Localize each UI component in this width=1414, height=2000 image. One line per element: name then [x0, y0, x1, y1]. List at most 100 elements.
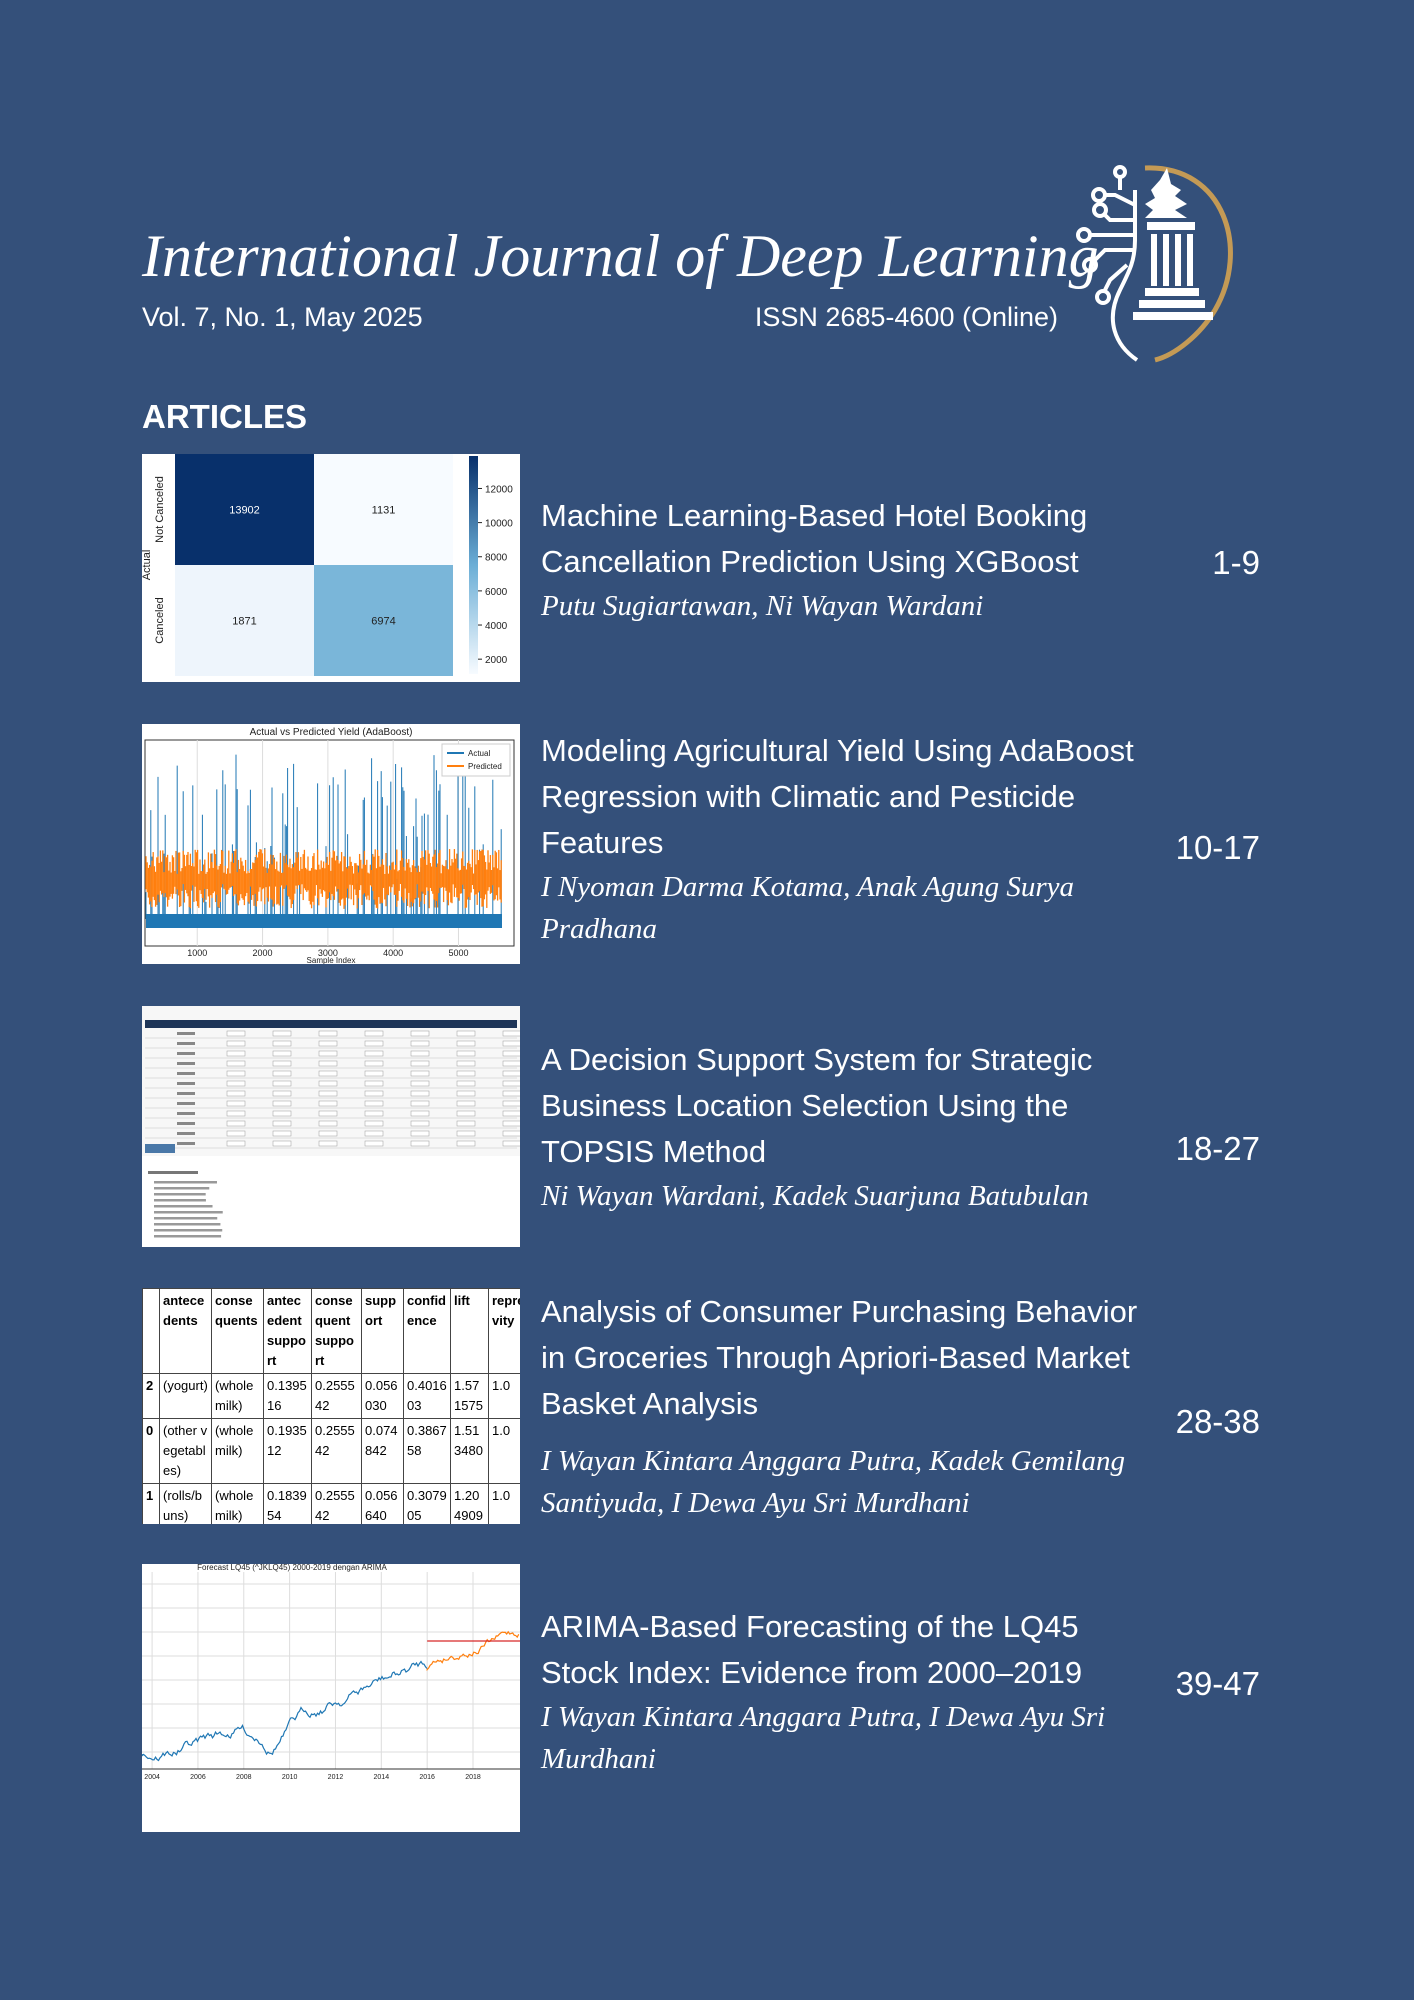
- input-cell: [502, 1100, 520, 1107]
- input-cell: [318, 1080, 338, 1087]
- table-cell: 0.074842: [361, 1418, 404, 1484]
- ranking-line: [154, 1235, 222, 1238]
- input-cell: [502, 1050, 520, 1057]
- input-cell: [318, 1100, 338, 1107]
- input-cell: [502, 1060, 520, 1067]
- colorbar-tick-label: 4000: [485, 621, 508, 632]
- article-text: Machine Learning-Based Hotel Booking Can…: [541, 493, 1146, 627]
- input-cell: [456, 1060, 476, 1067]
- article-pages: 28-38: [1175, 1403, 1260, 1440]
- input-cell: [272, 1040, 292, 1047]
- input-cell: [318, 1140, 338, 1147]
- header-row: antecedents consequents antecedent support…: [142, 1288, 520, 1374]
- column-header: lift: [450, 1288, 489, 1374]
- input-cell: [502, 1140, 520, 1147]
- input-cell: [502, 1110, 520, 1117]
- row-name: [177, 1072, 195, 1075]
- article-authors: I Nyoman Darma Kotama, Anak Agung Surya …: [541, 871, 1074, 945]
- column-header: consequents: [211, 1288, 264, 1374]
- x-tick-label: 2008: [236, 1774, 252, 1781]
- input-cell: [410, 1140, 430, 1147]
- article-pages: 10-17: [1175, 829, 1260, 866]
- input-cell: [272, 1100, 292, 1107]
- input-cell: [364, 1110, 384, 1117]
- ranking-line: [154, 1199, 206, 1202]
- input-cell: [410, 1080, 430, 1087]
- row-label: Canceled: [154, 597, 166, 643]
- row-index: 1: [142, 1483, 160, 1524]
- heatmap-cell: [314, 454, 453, 565]
- table-cell: (whole milk): [211, 1483, 264, 1524]
- article-authors: Putu Sugiartawan, Ni Wayan Wardani: [541, 590, 984, 622]
- row-name: [177, 1112, 195, 1115]
- thumbnail-image: Forecast LQ45 (^JKLQ45) 2000-2019 dengan…: [142, 1564, 520, 1781]
- thumbnail-image: 13902 1131 1871 6974 Not Canceled Canceled Act…: [142, 454, 513, 676]
- table-header: [145, 1020, 517, 1028]
- input-cell: [226, 1050, 246, 1057]
- actual-line: [426, 1630, 520, 1672]
- table-cell: 0.401603: [403, 1373, 451, 1419]
- volume: Vol. 7, No. 1, May 2025: [142, 302, 423, 332]
- row-name: [177, 1032, 195, 1035]
- input-cell: [364, 1100, 384, 1107]
- article-text: A Decision Support System for Strategic …: [541, 1037, 1146, 1217]
- article-title: ARIMA-Based Forecasting of the LQ45 Stoc…: [541, 1609, 1083, 1690]
- heatmap-cell: [175, 454, 314, 565]
- input-cell: [410, 1130, 430, 1137]
- table-row: 2 (yogurt) (whole milk) 0.139516 0.255542 0.0…: [142, 1373, 520, 1419]
- table-row: 1 (rolls/buns) (whole milk) 0.183954 0.25554…: [142, 1483, 520, 1524]
- article-thumbnail: Forecast LQ45 (^JKLQ45) 2000-2019 dengan…: [142, 1564, 520, 1832]
- ranking-heading: [148, 1171, 198, 1174]
- column-header: antecedent support: [263, 1288, 312, 1374]
- table-cell: 0.386758: [403, 1418, 451, 1484]
- input-cell: [226, 1070, 246, 1077]
- article-title: Analysis of Consumer Purchasing Behavior…: [541, 1294, 1138, 1421]
- article-pages: 1-9: [1212, 544, 1260, 581]
- column-header: consequent support: [311, 1288, 362, 1374]
- ranking-line: [154, 1217, 218, 1220]
- row-name: [177, 1092, 195, 1095]
- table-cell: (whole milk): [211, 1373, 264, 1419]
- table-cell: (other vegetables): [159, 1418, 212, 1484]
- thumbnail-image: [142, 1006, 520, 1238]
- table-cell: 0.255542: [311, 1483, 362, 1524]
- row-name: [177, 1142, 195, 1145]
- journal-title: International Journal of Deep Learning: [142, 223, 1099, 289]
- input-cell: [364, 1080, 384, 1087]
- row-name: [177, 1132, 195, 1135]
- input-cell: [226, 1060, 246, 1067]
- article-authors: I Wayan Kintara Anggara Putra, Kadek Gem…: [541, 1445, 1126, 1519]
- input-cell: [318, 1030, 338, 1037]
- thumbnail-image: Actual vs Predicted Yield (AdaBoost) 1000…: [144, 727, 515, 964]
- colorbar-tick-label: 6000: [485, 587, 508, 598]
- issn: ISSN 2685-4600 (Online): [754, 302, 1058, 332]
- x-tick-label: 3000: [318, 948, 338, 958]
- table-row: 0 (other vegetables) (whole milk) 0.193512 0…: [142, 1418, 520, 1484]
- input-cell: [502, 1120, 520, 1127]
- article-text: ARIMA-Based Forecasting of the LQ45 Stoc…: [541, 1604, 1146, 1780]
- table-cell: 0.183954: [263, 1483, 312, 1524]
- ranking-line: [154, 1187, 210, 1190]
- ranking-line: [154, 1211, 223, 1214]
- cell-value: 1131: [372, 505, 396, 517]
- input-cell: [272, 1120, 292, 1127]
- input-cell: [226, 1090, 246, 1097]
- x-tick-label: 2012: [328, 1774, 344, 1781]
- article-thumbnail: antecedents consequents antecedent support…: [142, 1288, 520, 1524]
- row-name: [177, 1102, 195, 1105]
- article-title: Machine Learning-Based Hotel Booking Can…: [541, 498, 1088, 579]
- cell-value: 6974: [371, 616, 395, 628]
- button: [145, 1144, 175, 1153]
- input-cell: [410, 1110, 430, 1117]
- input-cell: [226, 1140, 246, 1147]
- input-cell: [364, 1130, 384, 1137]
- input-cell: [456, 1110, 476, 1117]
- input-cell: [456, 1100, 476, 1107]
- input-cell: [226, 1030, 246, 1037]
- x-tick-label: 2016: [419, 1774, 435, 1781]
- input-cell: [272, 1060, 292, 1067]
- table-cell: 1.0: [488, 1483, 520, 1524]
- x-tick-label: 2010: [282, 1774, 298, 1781]
- row-name: [177, 1062, 195, 1065]
